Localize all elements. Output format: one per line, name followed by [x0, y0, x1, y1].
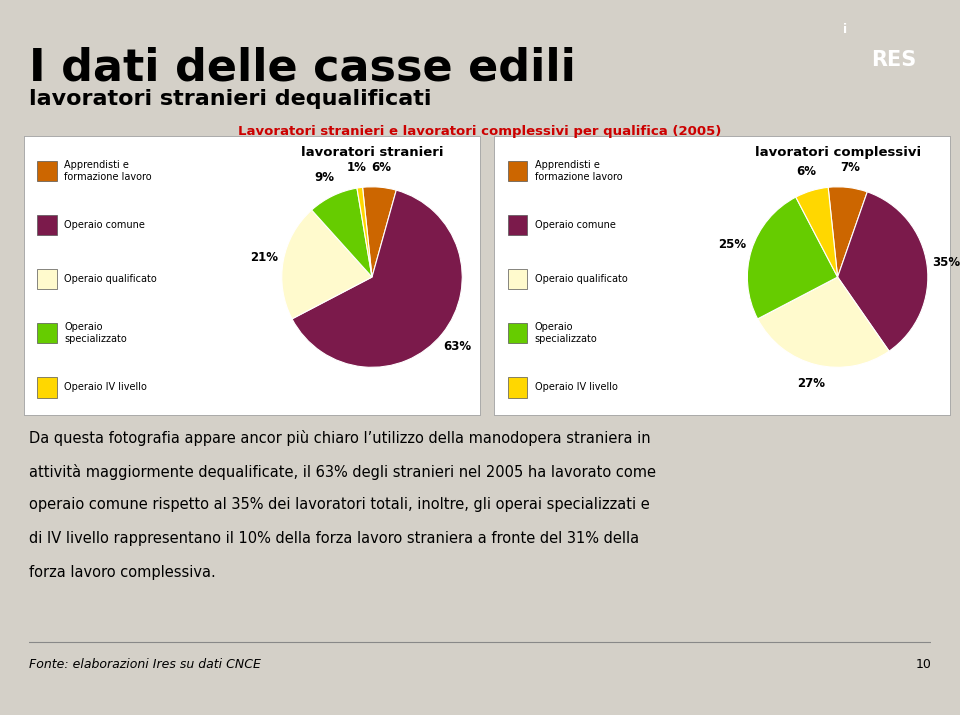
Title: lavoratori complessivi: lavoratori complessivi [755, 146, 921, 159]
Text: Operaio comune: Operaio comune [64, 220, 145, 230]
Bar [37, 377, 57, 398]
Wedge shape [796, 187, 837, 277]
Wedge shape [363, 187, 396, 277]
Text: I dati delle casse edili: I dati delle casse edili [29, 46, 576, 89]
Text: 6%: 6% [796, 165, 816, 178]
Text: i: i [844, 23, 848, 36]
Wedge shape [828, 187, 867, 277]
Text: attività maggiormente dequalificate, il 63% degli stranieri nel 2005 ha lavorato: attività maggiormente dequalificate, il … [29, 464, 656, 480]
Text: Operaio IV livello: Operaio IV livello [535, 383, 617, 393]
Text: Operaio
specializzato: Operaio specializzato [535, 322, 597, 344]
Bar [508, 323, 527, 343]
Wedge shape [748, 197, 837, 319]
Text: 25%: 25% [718, 237, 747, 251]
Bar [508, 214, 527, 235]
Bar [37, 269, 57, 290]
Bar [508, 161, 527, 182]
Text: 6%: 6% [372, 161, 392, 174]
Bar [508, 269, 527, 290]
Text: 7%: 7% [840, 161, 860, 174]
Wedge shape [837, 192, 927, 351]
Text: di IV livello rappresentano il 10% della forza lavoro straniera a fronte del 31%: di IV livello rappresentano il 10% della… [29, 531, 639, 546]
Text: forza lavoro complessiva.: forza lavoro complessiva. [29, 565, 216, 580]
Wedge shape [292, 190, 462, 368]
Bar [508, 377, 527, 398]
Text: Lavoratori stranieri e lavoratori complessivi per qualifica (2005): Lavoratori stranieri e lavoratori comple… [238, 125, 722, 138]
Text: Operaio
specializzato: Operaio specializzato [64, 322, 127, 344]
Bar [37, 214, 57, 235]
Text: 1%: 1% [348, 162, 367, 174]
Text: Apprendisti e
formazione lavoro: Apprendisti e formazione lavoro [64, 160, 152, 182]
Text: Operaio qualificato: Operaio qualificato [64, 274, 157, 284]
Wedge shape [757, 277, 889, 368]
Title: lavoratori stranieri: lavoratori stranieri [300, 146, 444, 159]
Bar [37, 161, 57, 182]
Text: Da questa fotografia appare ancor più chiaro l’utilizzo della manodopera stranie: Da questa fotografia appare ancor più ch… [29, 430, 651, 446]
Text: Fonte: elaborazioni Ires su dati CNCE: Fonte: elaborazioni Ires su dati CNCE [29, 658, 261, 671]
Text: lavoratori stranieri dequalificati: lavoratori stranieri dequalificati [29, 89, 431, 109]
Text: Operaio IV livello: Operaio IV livello [64, 383, 147, 393]
Bar [37, 323, 57, 343]
Text: 27%: 27% [798, 378, 826, 390]
Text: Operaio comune: Operaio comune [535, 220, 615, 230]
Wedge shape [282, 210, 372, 319]
Text: 63%: 63% [444, 340, 471, 352]
Text: RES: RES [872, 49, 917, 69]
Wedge shape [357, 187, 372, 277]
Text: 9%: 9% [314, 172, 334, 184]
Text: operaio comune rispetto al 35% dei lavoratori totali, inoltre, gli operai specia: operaio comune rispetto al 35% dei lavor… [29, 498, 650, 513]
Wedge shape [312, 188, 372, 277]
Text: 10: 10 [915, 658, 931, 671]
Text: Apprendisti e
formazione lavoro: Apprendisti e formazione lavoro [535, 160, 622, 182]
Text: Operaio qualificato: Operaio qualificato [535, 274, 628, 284]
Text: 21%: 21% [250, 251, 277, 264]
Text: 35%: 35% [932, 256, 960, 269]
